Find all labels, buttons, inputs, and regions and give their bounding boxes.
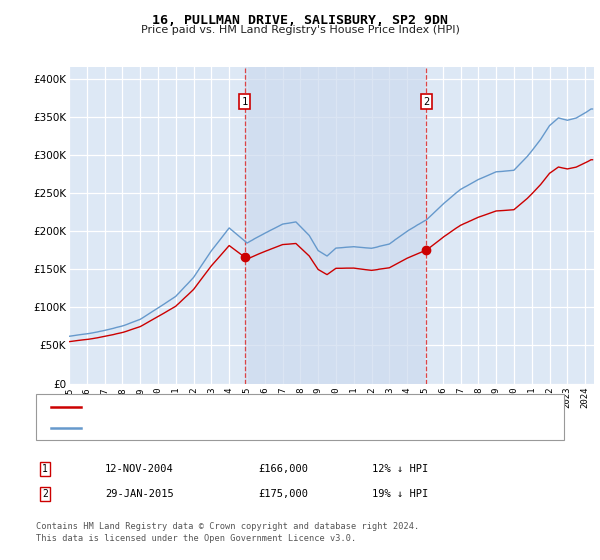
Text: 29-JAN-2015: 29-JAN-2015 bbox=[105, 489, 174, 499]
Text: 1: 1 bbox=[242, 96, 248, 106]
Text: 16, PULLMAN DRIVE, SALISBURY, SP2 9DN: 16, PULLMAN DRIVE, SALISBURY, SP2 9DN bbox=[152, 14, 448, 27]
Text: Price paid vs. HM Land Registry's House Price Index (HPI): Price paid vs. HM Land Registry's House … bbox=[140, 25, 460, 35]
Text: 16, PULLMAN DRIVE, SALISBURY, SP2 9DN (semi-detached house): 16, PULLMAN DRIVE, SALISBURY, SP2 9DN (s… bbox=[87, 402, 441, 412]
Text: 12% ↓ HPI: 12% ↓ HPI bbox=[372, 464, 428, 474]
Text: £166,000: £166,000 bbox=[258, 464, 308, 474]
Text: 2: 2 bbox=[423, 96, 430, 106]
Text: HPI: Average price, semi-detached house, Wiltshire: HPI: Average price, semi-detached house,… bbox=[87, 423, 387, 433]
Text: 12-NOV-2004: 12-NOV-2004 bbox=[105, 464, 174, 474]
Bar bbox=[245, 67, 427, 384]
Text: 1: 1 bbox=[42, 464, 48, 474]
Text: £175,000: £175,000 bbox=[258, 489, 308, 499]
Text: 2: 2 bbox=[42, 489, 48, 499]
Text: Contains HM Land Registry data © Crown copyright and database right 2024.
This d: Contains HM Land Registry data © Crown c… bbox=[36, 522, 419, 543]
Text: 19% ↓ HPI: 19% ↓ HPI bbox=[372, 489, 428, 499]
